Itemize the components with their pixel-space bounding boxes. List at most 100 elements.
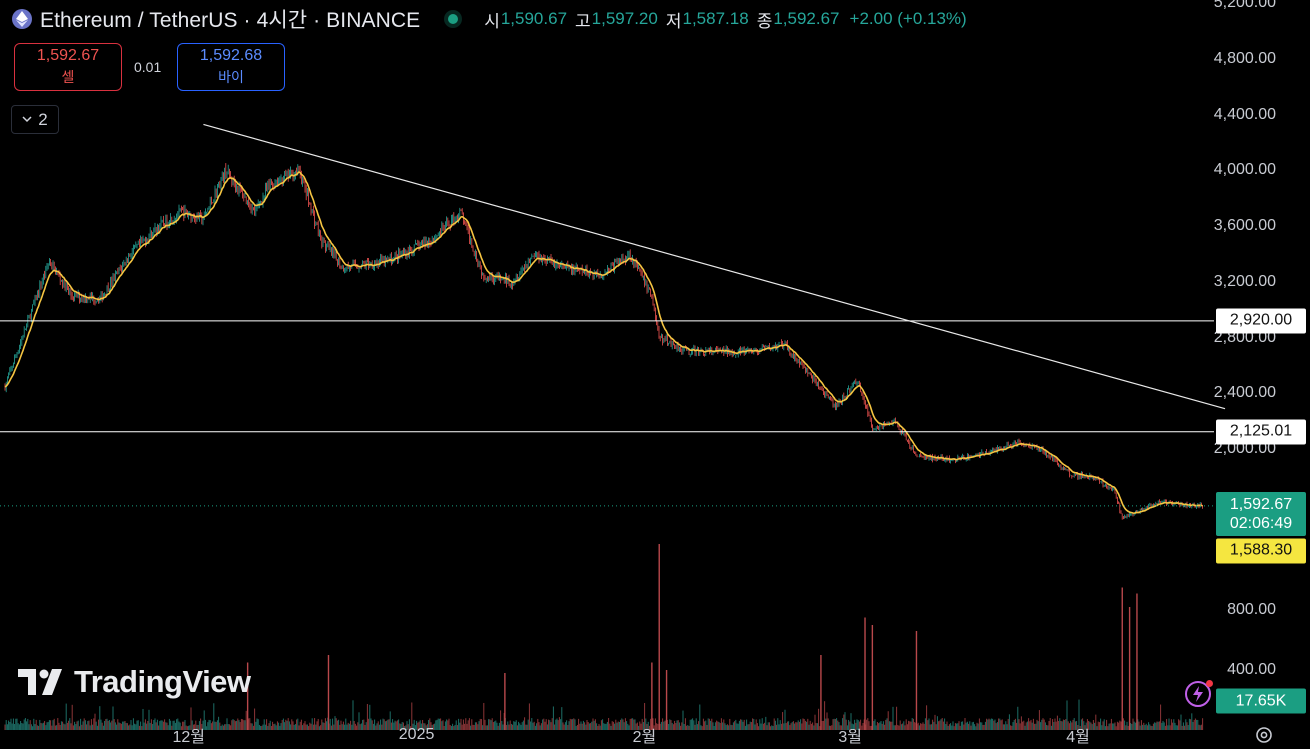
sell-button[interactable]: 1,592.67 셀	[14, 43, 122, 91]
volume-bar	[972, 721, 974, 730]
volume-bar	[431, 724, 433, 730]
volume-bar	[1157, 721, 1159, 730]
volume-bar	[273, 724, 275, 730]
volume-bar	[1060, 720, 1062, 730]
volume-bar	[1059, 718, 1061, 730]
volume-bar	[123, 721, 125, 730]
volume-bar	[855, 722, 857, 730]
volume-bar	[742, 721, 744, 730]
volume-bar	[750, 722, 752, 730]
volume-bar	[814, 714, 816, 730]
volume-bar	[1162, 720, 1164, 730]
change-value: +2.00 (+0.13%)	[849, 9, 967, 28]
volume-bar	[704, 721, 706, 730]
volume-bar	[462, 719, 464, 730]
volume-bar	[935, 724, 937, 730]
volume-bar	[850, 713, 852, 730]
time-axis-label: 4월	[1066, 729, 1090, 746]
volume-bar	[294, 724, 296, 730]
volume-bar	[926, 705, 928, 730]
volume-bar	[514, 721, 516, 730]
volume-bar	[840, 725, 842, 730]
volume-bar	[567, 725, 569, 730]
volume-bar	[723, 719, 725, 730]
volume-bar	[418, 721, 420, 730]
indicators-toggle-button[interactable]: 2	[11, 105, 59, 134]
volume-bar	[732, 722, 734, 730]
volume-bar	[582, 720, 584, 730]
level-high-price-tag[interactable]: 2,920.00	[1216, 308, 1306, 334]
volume-bar	[95, 721, 97, 730]
volume-bar	[81, 724, 83, 730]
volume-bar	[678, 722, 680, 730]
volume-bar	[410, 726, 412, 730]
volume-bar	[740, 719, 742, 730]
volume-bar	[119, 723, 121, 730]
volume-bar	[1065, 719, 1067, 730]
volume-bar	[701, 726, 703, 730]
volume-bar	[800, 719, 802, 730]
volume-bar	[1168, 718, 1170, 730]
volume-bar	[1166, 718, 1168, 730]
volume-bar	[929, 724, 931, 730]
volume-bar	[230, 725, 232, 730]
ethereum-logo-icon[interactable]	[12, 9, 32, 29]
volume-bar	[57, 718, 59, 730]
buy-button[interactable]: 1,592.68 바이	[177, 43, 285, 91]
volume-bar	[1185, 719, 1187, 730]
volume-bar	[231, 720, 233, 730]
volume-bar	[826, 712, 828, 730]
volume-bar	[202, 720, 204, 730]
volume-spike-bar	[651, 662, 653, 730]
volume-bar	[443, 726, 445, 730]
volume-bar	[1054, 718, 1056, 730]
symbol-title[interactable]: Ethereum / TetherUS · 4시간 · BINANCE	[40, 9, 421, 32]
last-price-tag[interactable]: 1,592.67 02:06:49	[1216, 491, 1306, 536]
volume-bar	[1055, 721, 1057, 730]
alert-price-tag[interactable]: 1,588.30	[1216, 538, 1306, 564]
volume-bar	[1097, 721, 1099, 730]
volume-bar	[569, 718, 571, 730]
volume-bar	[180, 726, 182, 730]
level-low-price-tag[interactable]: 2,125.01	[1216, 419, 1306, 445]
volume-bar	[1138, 721, 1140, 730]
volume-bar	[890, 721, 892, 730]
volume-bar	[844, 712, 846, 730]
lightning-icon[interactable]	[1185, 681, 1211, 707]
volume-bar	[82, 721, 84, 730]
volume-bar	[512, 724, 514, 730]
settings-gear-icon[interactable]	[1254, 725, 1274, 745]
volume-bar	[563, 724, 565, 730]
volume-bar	[342, 721, 344, 730]
volume-bar	[1113, 723, 1115, 730]
volume-bar	[477, 724, 479, 730]
volume-bar	[215, 721, 217, 730]
volume-bar	[1058, 720, 1060, 730]
volume-bar	[366, 703, 368, 730]
volume-bar	[448, 718, 450, 730]
volume-bar	[842, 718, 844, 730]
volume-bar	[1071, 722, 1073, 730]
volume-bar	[322, 722, 324, 730]
volume-bar	[575, 726, 577, 730]
volume-bar	[317, 718, 319, 730]
volume-bar	[1098, 722, 1100, 730]
volume-bar	[783, 723, 785, 730]
volume-bar	[753, 719, 755, 730]
volume-bar	[1120, 721, 1122, 730]
volume-bar	[572, 719, 574, 730]
volume-bar	[819, 726, 821, 730]
volume-bar	[393, 722, 395, 730]
volume-value-tag[interactable]: 17.65K	[1216, 688, 1306, 714]
volume-bar	[520, 724, 522, 730]
volume-bar	[182, 721, 184, 730]
volume-bar	[953, 726, 955, 730]
volume-bar	[497, 725, 499, 730]
volume-bar	[999, 718, 1001, 730]
volume-bar	[398, 719, 400, 730]
tradingview-logo[interactable]: TradingView	[18, 664, 251, 700]
volume-bar	[1142, 724, 1144, 730]
volume-bar	[387, 719, 389, 730]
volume-bar	[206, 726, 208, 730]
